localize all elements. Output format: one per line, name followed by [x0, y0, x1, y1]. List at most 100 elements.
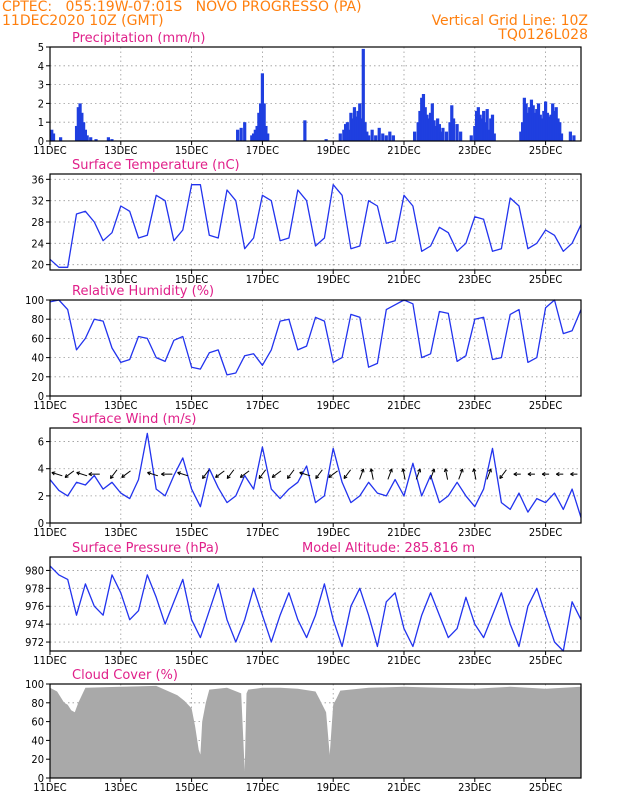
wind-arrow	[359, 468, 364, 480]
panel-title: Surface Wind (m/s)	[72, 412, 196, 427]
wind-arrow	[51, 472, 63, 477]
precip-bar	[451, 118, 456, 141]
wind-arrow-head	[109, 475, 114, 479]
precip-bar	[482, 110, 486, 141]
x-tick-label: 25DEC	[529, 526, 562, 539]
precip-bar	[455, 124, 459, 141]
precip-bar	[489, 118, 493, 141]
precip-bar	[94, 139, 98, 141]
y-tick-label: 28	[31, 216, 44, 229]
wind-arrow-head	[570, 472, 574, 477]
precip-bar	[262, 103, 266, 141]
precip-bar	[243, 122, 247, 141]
precip-bar	[559, 133, 564, 141]
precip-bar	[483, 122, 488, 141]
wind-arrow-head	[315, 475, 320, 479]
precip-bar	[361, 48, 365, 141]
x-tick-label: 13DEC	[104, 399, 137, 412]
wind-arrow-head	[286, 475, 291, 479]
panel-title: Cloud Cover (%)	[72, 668, 178, 683]
precip-bar	[524, 103, 528, 141]
precip-bar	[259, 103, 263, 141]
x-tick-label: 19DEC	[317, 781, 350, 794]
precip-bar	[420, 97, 424, 141]
precip-bar	[239, 127, 243, 141]
panel-3: 0 20 40 60 80 100 11DEC 13DEC 15DEC 17DEC 19DEC 21D…	[25, 284, 582, 412]
x-tick-label: 19DEC	[317, 399, 350, 412]
precip-bar	[50, 129, 54, 141]
x-tick-label: 11DEC	[33, 654, 66, 667]
precip-bar	[83, 129, 87, 141]
x-tick-label: 21DEC	[387, 654, 420, 667]
precip-bar	[529, 99, 534, 141]
precip-bar	[377, 127, 381, 141]
x-tick-label: 25DEC	[529, 144, 562, 157]
panel-frame	[49, 46, 582, 142]
panel-2: 20 24 28 32 36 13DEC 15DEC 17DEC 19DEC 21DEC 23DEC…	[31, 158, 582, 286]
panel-title: Relative Humidity (%)	[72, 284, 214, 299]
header-station: CPTEC: 055:19W-07:01S NOVO PROGRESSO (PA…	[2, 0, 362, 15]
y-tick-label: 4	[38, 60, 44, 73]
precip-bar	[540, 118, 544, 141]
wind-arrow-head	[472, 468, 477, 473]
precip-bar	[444, 131, 449, 141]
wind-arrow	[499, 469, 507, 479]
panel-frame	[49, 427, 582, 524]
x-tick-label: 23DEC	[458, 654, 491, 667]
precip-bar	[381, 133, 385, 141]
precip-bar	[439, 131, 443, 141]
precip-bar	[110, 139, 114, 141]
y-tick-label: 24	[31, 237, 44, 250]
y-tick-label: 2	[38, 490, 44, 503]
wind-arrow	[444, 468, 449, 480]
y-tick-label: 40	[31, 734, 44, 747]
precip-bar	[257, 112, 261, 141]
x-tick-label: 17DEC	[246, 781, 279, 794]
y-tick-label: 976	[25, 600, 44, 613]
wind-arrow-head	[215, 474, 220, 478]
y-tick-label: 978	[25, 582, 44, 595]
header-date: 11DEC2020 10Z (GMT)	[2, 13, 164, 29]
precip-bar	[551, 103, 555, 141]
y-tick-label: 20	[31, 259, 44, 272]
y-tick-label: 40	[31, 352, 44, 365]
x-tick-label: 17DEC	[246, 526, 279, 539]
wind-arrow-head	[299, 471, 304, 476]
precip-bar	[356, 110, 360, 141]
precip-bar	[459, 131, 463, 141]
wind-arrow	[328, 470, 338, 478]
wind-arrow-head	[258, 475, 263, 479]
series-line	[49, 184, 582, 268]
x-tick-label: 11DEC	[33, 399, 66, 412]
precip-bar	[363, 122, 367, 141]
wind-arrow-head	[487, 468, 492, 473]
panel-title: Surface Temperature (nC)	[72, 158, 240, 173]
x-tick-label: 25DEC	[529, 654, 562, 667]
precip-bar	[391, 135, 395, 141]
wind-arrow-head	[201, 475, 206, 479]
panel-5: 972 974 976 978 980 11DEC 13DEC 15DEC 17DEC 19DEC…	[25, 541, 582, 667]
wind-arrow-head	[239, 474, 244, 478]
wind-arrow-head	[177, 471, 182, 476]
precip-bar	[531, 105, 535, 141]
x-tick-label: 25DEC	[529, 781, 562, 794]
precip-bar	[359, 118, 364, 141]
wind-arrow-head	[431, 468, 436, 473]
x-tick-label: 19DEC	[317, 526, 350, 539]
wind-arrow-head	[417, 468, 422, 473]
wind-arrow	[202, 469, 210, 479]
precip-bar	[266, 133, 270, 141]
precip-bar	[255, 125, 259, 141]
wind-arrow-head	[556, 472, 560, 477]
y-tick-label: 100	[25, 678, 44, 691]
precip-bar	[349, 112, 353, 141]
wind-arrow-head	[443, 468, 449, 473]
y-tick-label: 100	[25, 294, 44, 307]
x-tick-label: 15DEC	[175, 399, 208, 412]
precip-bar	[526, 112, 530, 141]
x-tick-label: 21DEC	[387, 273, 420, 286]
y-tick-label: 6	[38, 436, 44, 449]
x-tick-label: 23DEC	[458, 273, 491, 286]
wind-arrow	[258, 469, 267, 479]
precip-bar	[253, 129, 257, 141]
